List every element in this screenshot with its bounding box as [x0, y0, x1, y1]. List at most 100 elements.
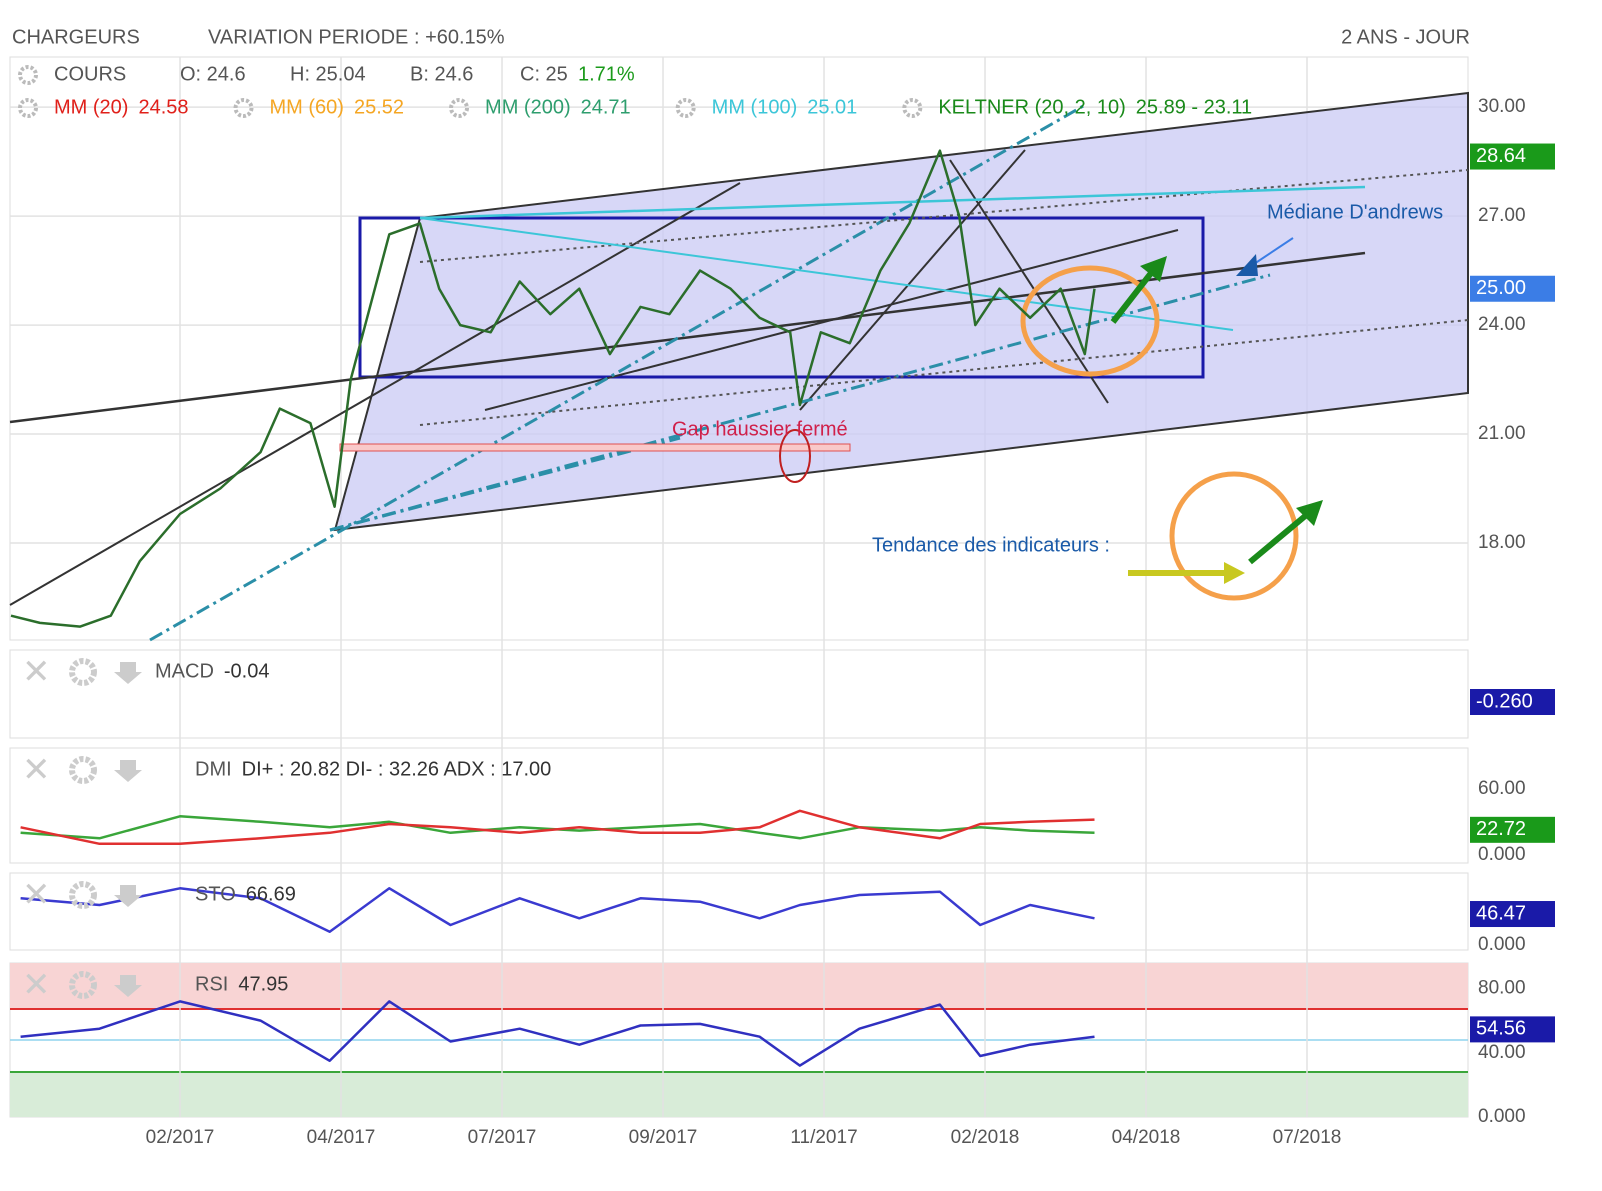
y-tick-label: 18.00 — [1478, 532, 1526, 553]
close-icon[interactable]: ✕ — [22, 876, 51, 914]
price-tag-label: 54.56 — [1476, 1018, 1526, 1040]
close-icon[interactable]: ✕ — [22, 966, 51, 1004]
x-tick-label: 09/2017 — [629, 1127, 698, 1148]
price-tag-label: 28.64 — [1476, 145, 1526, 167]
settings-icon[interactable] — [69, 756, 97, 784]
y-tick-label: 30.00 — [1478, 96, 1526, 117]
settings-icon[interactable] — [902, 98, 923, 118]
overlay-name: MM (200) — [485, 96, 571, 118]
price-tag — [1470, 1016, 1555, 1043]
settings-icon[interactable] — [69, 881, 97, 909]
legend-change: 1.71% — [578, 63, 635, 85]
rsi-overbought-zone — [10, 963, 1468, 1009]
y-tick-label: 24.00 — [1478, 314, 1526, 335]
overlay-value: 24.71 — [581, 96, 631, 118]
trend-circle — [1169, 471, 1299, 601]
range-box — [358, 216, 1205, 379]
drawings — [9, 91, 1469, 642]
variation: VARIATION PERIODE : +60.15% — [208, 26, 505, 48]
close-icon[interactable]: ✕ — [22, 751, 51, 789]
y-tick-label: 0.000 — [1478, 1106, 1526, 1127]
dotted-line — [419, 319, 1469, 426]
move-icon[interactable] — [114, 662, 142, 684]
overlay-name: MM (100) — [712, 96, 798, 118]
legend-info: B: 24.6 — [410, 63, 473, 85]
move-icon[interactable] — [114, 760, 142, 782]
value-tag — [1470, 689, 1555, 715]
y-tick-label: 60.00 — [1478, 778, 1526, 799]
symbol: CHARGEURS — [12, 26, 140, 48]
fork-line — [149, 103, 1086, 642]
overlay-name: MM (20) — [54, 96, 128, 118]
price-tag-label: 25.00 — [1476, 277, 1526, 299]
pointer-arrow-head — [1236, 254, 1258, 276]
settings-icon[interactable] — [675, 98, 696, 118]
x-tick-label: 02/2017 — [146, 1127, 215, 1148]
dmi-panel — [9, 747, 1469, 864]
price-tag-label: 46.47 — [1476, 902, 1526, 924]
y-tick-label: 40.00 — [1478, 1042, 1526, 1063]
annotation: Médiane D'andrews — [1267, 201, 1443, 223]
annotation: Gap haussier fermé — [672, 418, 848, 440]
x-tick-label: 07/2017 — [468, 1127, 537, 1148]
trend-line — [9, 251, 1366, 424]
indicator-readout: -0.04 — [224, 660, 270, 682]
focus-circle — [1020, 265, 1160, 377]
up-arrow-head — [1296, 500, 1323, 526]
overlay-name: MM (60) — [270, 96, 344, 118]
settings-icon[interactable] — [233, 98, 254, 118]
price-tag — [1470, 275, 1555, 302]
value-tag-label: -0.260 — [1476, 690, 1533, 712]
x-tick-label: 07/2018 — [1273, 1127, 1342, 1148]
trend-line — [484, 229, 1179, 411]
y-tick-label: 0.000 — [1478, 934, 1526, 955]
period[interactable]: 2 ANS - JOUR — [1341, 26, 1470, 48]
settings-icon[interactable] — [69, 658, 97, 686]
move-icon[interactable] — [114, 885, 142, 907]
price-tag — [1470, 816, 1555, 843]
x-tick-label: 04/2018 — [1112, 1127, 1181, 1148]
indicator-readout: 47.95 — [238, 973, 288, 995]
indicator-readout: 66.69 — [246, 883, 296, 905]
macd-panel — [9, 649, 1469, 739]
settings-icon[interactable] — [18, 65, 38, 85]
overlay-value: 24.58 — [138, 96, 188, 118]
rsi-oversold-zone — [10, 1072, 1468, 1117]
close-icon[interactable]: ✕ — [22, 653, 51, 691]
x-tick-label: 04/2017 — [307, 1127, 376, 1148]
overlay-name: KELTNER (20, 2, 10) — [938, 96, 1125, 118]
indicator-readout: DI+ : 20.82 DI- : 32.26 ADX : 17.00 — [242, 758, 552, 780]
flat-arrow-head — [1224, 562, 1245, 584]
fork-line — [329, 436, 681, 532]
overlay-value: 25.01 — [807, 96, 857, 118]
y-tick-label: 21.00 — [1478, 423, 1526, 444]
price-tag — [1470, 901, 1555, 928]
settings-icon[interactable] — [69, 971, 97, 999]
up-arrow — [1110, 266, 1158, 324]
resistance-line — [419, 217, 1234, 331]
data-layer: 30.00 27.00 24.00 21.00 18.00 02/2017 04/2017 0… — [10, 96, 1555, 1148]
indicator-name: RSI — [195, 973, 228, 995]
price-tag — [1470, 143, 1555, 170]
legend-info: O: 24.6 — [180, 63, 246, 85]
settings-icon[interactable] — [18, 98, 38, 118]
settings-icon[interactable] — [449, 98, 470, 118]
overlay-value: 25.52 — [354, 96, 404, 118]
resistance-line — [419, 185, 1366, 220]
series-line — [20, 809, 1095, 846]
trend-line — [799, 149, 1026, 411]
move-icon[interactable] — [114, 975, 142, 997]
indicator-name: DMI — [195, 758, 232, 780]
y-tick-label: 27.00 — [1478, 205, 1526, 226]
dotted-line — [419, 169, 1469, 263]
gap-marker — [779, 429, 811, 483]
series-line — [20, 1000, 1095, 1067]
overlay-legend: MM (20) 24.58 MM (60) 25.52 MM (200) 24.71 MM … — [18, 96, 1252, 118]
x-tick-label: 11/2017 — [790, 1127, 857, 1148]
legend-name: COURS — [54, 63, 126, 85]
overlay-value: 25.89 - 23.11 — [1136, 96, 1252, 118]
series-line — [10, 149, 1096, 628]
trend-line — [9, 182, 741, 606]
gap-zone — [339, 443, 851, 452]
legend-info: C: 25 — [520, 63, 568, 85]
